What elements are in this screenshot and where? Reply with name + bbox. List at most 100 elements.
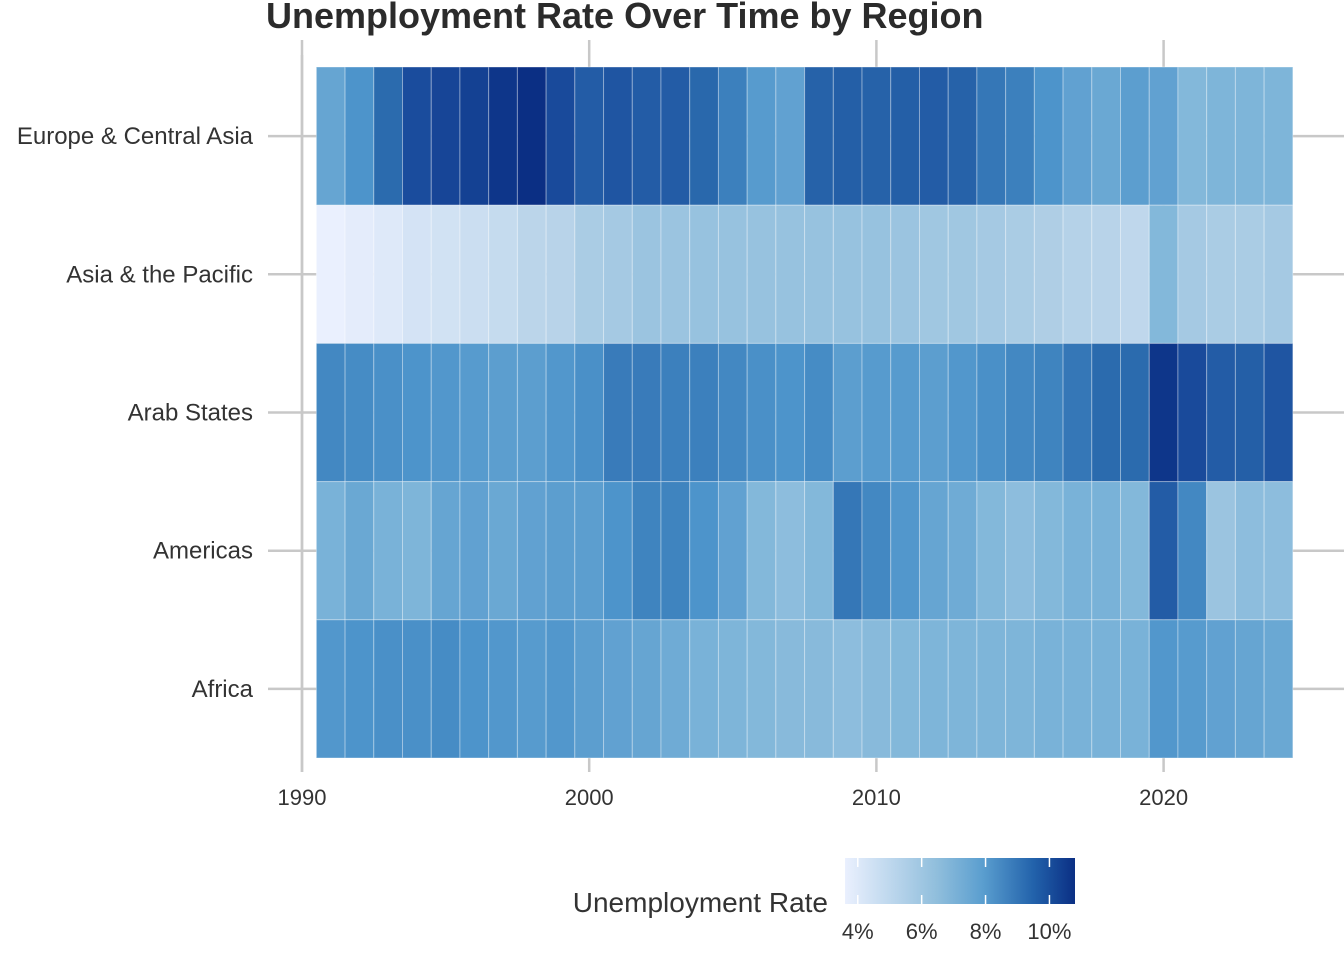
heatmap-cell-europe-and-central-asia-2001 [603,66,633,206]
heatmap-cell-africa-1994 [402,619,432,759]
y-tick-label-americas: Americas [153,538,253,565]
heatmap-cell-asia-and-the-pacific-2001 [603,204,633,344]
heatmap-cell-africa-2019 [1120,619,1150,759]
heatmap-cell-arab-states-2020 [1148,342,1179,483]
heatmap-cell-americas-2016 [1033,481,1064,621]
y-axis-tick-labels: Europe & Central Asia Asia & the Pacific A… [17,123,254,703]
heatmap-cell-africa-2018 [1091,619,1122,759]
x-tick-label-1990: 1990 [278,785,327,810]
heatmap-cell-africa-2008 [804,619,834,759]
heatmap-cell-arab-states-2009 [832,342,863,483]
heatmap-cell-europe-and-central-asia-2003 [660,66,691,206]
heatmap-cell-africa-2009 [832,619,863,759]
heatmap-cell-americas-1999 [545,481,576,621]
heatmap-cell-americas-2009 [832,481,863,621]
heatmap-cell-africa-2002 [631,619,662,759]
heatmap-cell-arab-states-2021 [1177,342,1208,483]
heatmap-cell-americas-2011 [890,481,920,621]
heatmap-cell-africa-2001 [603,619,633,759]
heatmap-cell-americas-1995 [430,481,461,621]
heatmap-cell-europe-and-central-asia-2008 [804,66,834,206]
heatmap-cell-africa-2023 [1234,619,1265,759]
heatmap-cell-americas-1992 [344,481,375,621]
heatmap-cell-asia-and-the-pacific-2004 [689,204,719,344]
heatmap-cell-asia-and-the-pacific-2018 [1091,204,1122,344]
heatmap-cell-europe-and-central-asia-2007 [775,66,806,206]
heatmap-cell-arab-states-2016 [1033,342,1064,483]
heatmap-cell-europe-and-central-asia-1993 [373,66,404,206]
y-tick-label-europe-and-central-asia: Europe & Central Asia [17,123,254,150]
heatmap-cell-asia-and-the-pacific-1994 [402,204,432,344]
heatmap-cell-europe-and-central-asia-2009 [832,66,863,206]
heatmap-cell-arab-states-2023 [1234,342,1265,483]
heatmap-cell-arab-states-2024 [1263,342,1294,483]
heatmap-cell-europe-and-central-asia-2015 [1005,66,1035,206]
heatmap-cell-africa-2013 [947,619,978,759]
heatmap-cell-asia-and-the-pacific-1996 [459,204,490,344]
y-tick-label-asia-and-the-pacific: Asia & the Pacific [66,261,253,288]
heatmap-cell-arab-states-1992 [344,342,375,483]
heatmap-cell-europe-and-central-asia-1994 [402,66,432,206]
heatmap-cell-africa-2004 [689,619,719,759]
heatmap-cell-europe-and-central-asia-2006 [746,66,777,206]
heatmap-cell-americas-2018 [1091,481,1122,621]
heatmap-cell-europe-and-central-asia-2004 [689,66,719,206]
heatmap-cell-europe-and-central-asia-1998 [516,66,547,206]
color-legend: Unemployment Rate 4% 6% 8% 10% [573,858,1075,944]
heatmap-cell-arab-states-2015 [1005,342,1035,483]
heatmap-cell-asia-and-the-pacific-2007 [775,204,806,344]
heatmap-cell-asia-and-the-pacific-2008 [804,204,834,344]
heatmap-cell-africa-1999 [545,619,576,759]
heatmap-cell-arab-states-1997 [488,342,518,483]
heatmap-cell-africa-2007 [775,619,806,759]
heatmap-cell-africa-1993 [373,619,404,759]
heatmap-cell-americas-2015 [1005,481,1035,621]
heatmap-cell-europe-and-central-asia-2002 [631,66,662,206]
heatmap-cell-arab-states-2002 [631,342,662,483]
heatmap-cell-americas-2000 [574,481,605,621]
heatmap-cell-arab-states-2011 [890,342,920,483]
heatmap-cell-americas-2014 [976,481,1007,621]
heatmap-cell-asia-and-the-pacific-1997 [488,204,518,344]
heatmap-cell-asia-and-the-pacific-1995 [430,204,461,344]
heatmap-cell-arab-states-2005 [717,342,748,483]
heatmap-cell-americas-2001 [603,481,633,621]
heatmap-cell-americas-2020 [1148,481,1179,621]
heatmap-cell-europe-and-central-asia-1991 [315,66,346,206]
heatmap-cell-africa-1996 [459,619,490,759]
heatmap-cell-americas-2023 [1234,481,1265,621]
heatmap-cell-europe-and-central-asia-2011 [890,66,920,206]
heatmap-cell-europe-and-central-asia-2010 [861,66,892,206]
heatmap-cell-africa-2012 [918,619,949,759]
heatmap-cell-asia-and-the-pacific-2016 [1033,204,1064,344]
heatmap-cell-arab-states-2007 [775,342,806,483]
heatmap-cell-africa-2020 [1148,619,1179,759]
heatmap-cell-americas-2003 [660,481,691,621]
heatmap-cell-europe-and-central-asia-1997 [488,66,518,206]
heatmap-cell-asia-and-the-pacific-2006 [746,204,777,344]
heatmap-cell-africa-1991 [315,619,346,759]
heatmap-cell-asia-and-the-pacific-1992 [344,204,375,344]
heatmap-cell-arab-states-2022 [1206,342,1236,483]
heatmap-cell-europe-and-central-asia-2019 [1120,66,1150,206]
x-axis-tick-labels: 1990 2000 2010 2020 [278,785,1189,810]
heatmap-cell-europe-and-central-asia-2023 [1234,66,1265,206]
heatmap-cell-americas-2005 [717,481,748,621]
heatmap-cell-africa-2017 [1062,619,1093,759]
heatmap-cell-africa-2010 [861,619,892,759]
heatmap-cell-africa-2015 [1005,619,1035,759]
heatmap-cell-asia-and-the-pacific-1999 [545,204,576,344]
legend-tick-label-6: 6% [906,919,938,944]
heatmap-cell-africa-2016 [1033,619,1064,759]
heatmap-cell-africa-2003 [660,619,691,759]
heatmap-cell-arab-states-2014 [976,342,1007,483]
heatmap-cell-europe-and-central-asia-2012 [918,66,949,206]
heatmap-cell-europe-and-central-asia-2017 [1062,66,1093,206]
heatmap-cell-europe-and-central-asia-2021 [1177,66,1208,206]
heatmap-cell-americas-2013 [947,481,978,621]
legend-tick-label-4: 4% [842,919,874,944]
legend-tick-label-10: 10% [1027,919,1071,944]
heatmap-cell-americas-1997 [488,481,518,621]
heatmap-cell-europe-and-central-asia-1995 [430,66,461,206]
